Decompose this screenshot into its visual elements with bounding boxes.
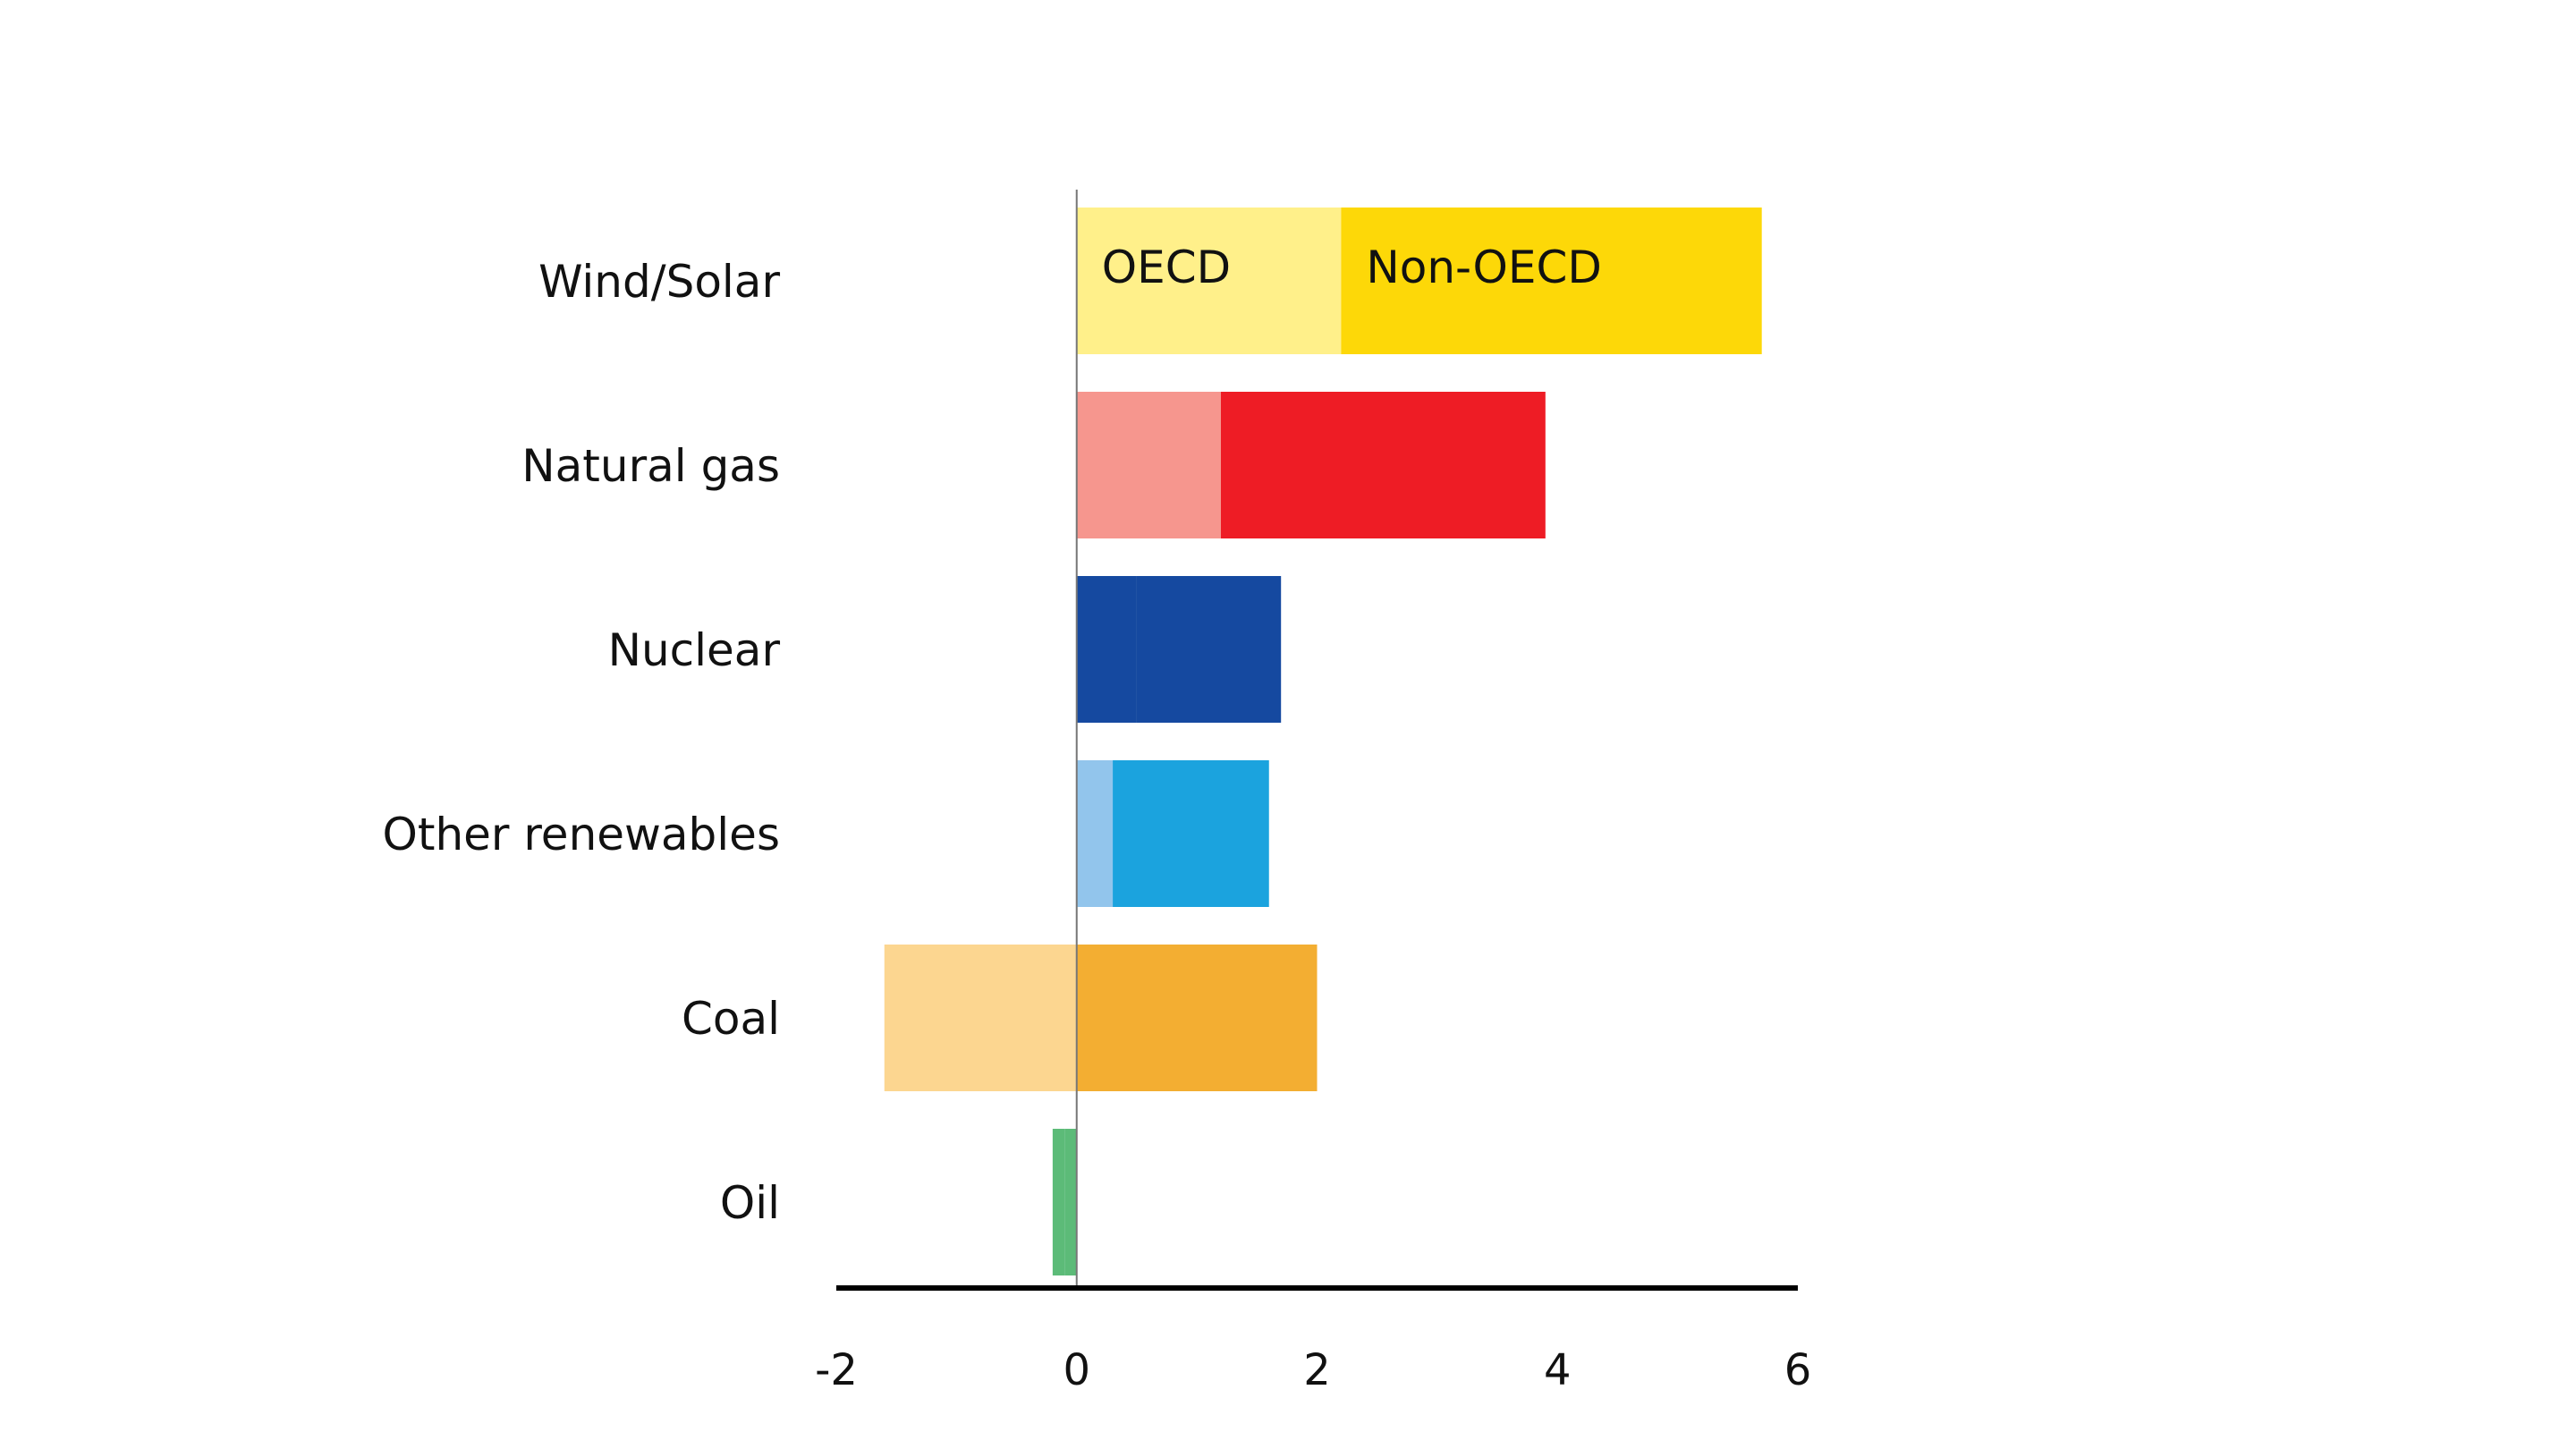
bar-other-renewables-non-oecd bbox=[1113, 760, 1269, 907]
bar-coal-oecd bbox=[884, 945, 1077, 1091]
category-label-oil: Oil bbox=[720, 1177, 780, 1229]
bars-group bbox=[884, 208, 1762, 1275]
bar-nuclear-non-oecd bbox=[1136, 576, 1282, 723]
series-labels: OECD Non-OECD bbox=[1102, 242, 1602, 293]
category-label-other-renewables: Other renewables bbox=[382, 809, 780, 860]
category-label-wind-solar: Wind/Solar bbox=[538, 256, 780, 308]
x-tick-label: -2 bbox=[815, 1345, 858, 1395]
bar-other-renewables-oecd bbox=[1076, 760, 1114, 907]
bar-oil-non-oecd bbox=[1052, 1129, 1065, 1275]
bar-natural-gas-non-oecd bbox=[1221, 392, 1546, 538]
x-tick-label: 2 bbox=[1303, 1345, 1331, 1395]
x-tick-labels: -2 0 2 4 6 bbox=[815, 1345, 1811, 1395]
category-label-coal: Coal bbox=[682, 993, 780, 1045]
bar-nuclear-oecd bbox=[1076, 576, 1137, 723]
category-label-natural-gas: Natural gas bbox=[521, 440, 780, 492]
x-tick-label: 6 bbox=[1784, 1345, 1812, 1395]
category-label-nuclear: Nuclear bbox=[608, 624, 781, 676]
bar-wind-solar-oecd bbox=[1076, 208, 1342, 354]
bar-coal-non-oecd bbox=[1076, 945, 1318, 1091]
x-tick-label: 0 bbox=[1063, 1345, 1090, 1395]
series-label-non-oecd: Non-OECD bbox=[1366, 242, 1601, 293]
bar-wind-solar-non-oecd bbox=[1341, 208, 1762, 354]
bar-natural-gas-oecd bbox=[1076, 392, 1221, 538]
series-label-oecd: OECD bbox=[1102, 242, 1231, 293]
bar-oil-oecd bbox=[1064, 1129, 1077, 1275]
category-labels: Wind/Solar Natural gas Nuclear Other renewa… bbox=[382, 256, 780, 1229]
x-tick-label: 4 bbox=[1544, 1345, 1572, 1395]
